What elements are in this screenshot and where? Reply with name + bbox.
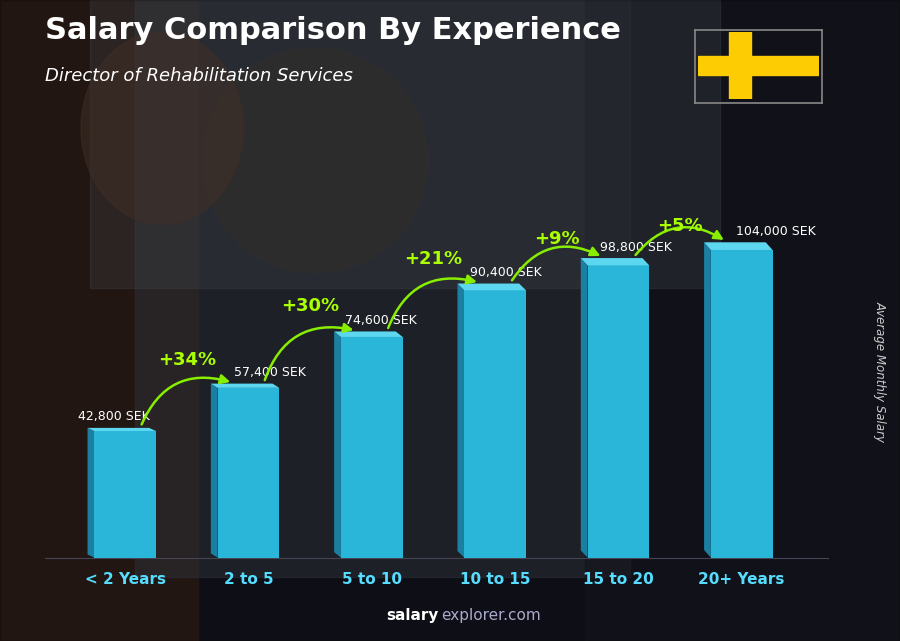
- Bar: [698, 56, 819, 75]
- Polygon shape: [457, 283, 464, 558]
- Bar: [135, 0, 630, 577]
- Bar: [729, 32, 751, 99]
- Text: 98,800 SEK: 98,800 SEK: [600, 240, 671, 254]
- Bar: [588, 265, 649, 558]
- Text: Average Monthly Salary: Average Monthly Salary: [874, 301, 886, 442]
- Bar: [0, 0, 198, 641]
- Bar: [585, 0, 900, 641]
- Polygon shape: [87, 428, 156, 431]
- Polygon shape: [580, 258, 588, 558]
- Bar: [218, 388, 279, 558]
- Text: 104,000 SEK: 104,000 SEK: [735, 225, 815, 238]
- Text: 90,400 SEK: 90,400 SEK: [471, 266, 542, 279]
- Text: 42,800 SEK: 42,800 SEK: [78, 410, 150, 424]
- Bar: [464, 290, 526, 558]
- Polygon shape: [704, 242, 772, 250]
- Polygon shape: [580, 258, 649, 265]
- Bar: [341, 337, 402, 558]
- Text: +34%: +34%: [158, 351, 216, 369]
- Ellipse shape: [81, 32, 243, 224]
- Polygon shape: [334, 331, 341, 558]
- Text: Salary Comparison By Experience: Salary Comparison By Experience: [45, 16, 621, 45]
- Polygon shape: [704, 242, 711, 558]
- Polygon shape: [211, 383, 218, 558]
- Text: Director of Rehabilitation Services: Director of Rehabilitation Services: [45, 67, 353, 85]
- Text: +30%: +30%: [281, 297, 339, 315]
- Text: 74,600 SEK: 74,600 SEK: [345, 314, 417, 327]
- Polygon shape: [334, 331, 402, 337]
- Polygon shape: [87, 428, 94, 558]
- Text: 57,400 SEK: 57,400 SEK: [234, 366, 305, 379]
- Text: salary: salary: [386, 608, 438, 623]
- Bar: [90, 0, 720, 288]
- Text: explorer.com: explorer.com: [441, 608, 541, 623]
- Polygon shape: [211, 383, 279, 388]
- Ellipse shape: [202, 48, 428, 272]
- Text: +21%: +21%: [404, 250, 463, 268]
- Polygon shape: [457, 283, 526, 290]
- Text: +5%: +5%: [657, 217, 703, 235]
- Bar: [711, 250, 772, 558]
- Bar: [94, 431, 156, 558]
- Text: +9%: +9%: [534, 230, 580, 248]
